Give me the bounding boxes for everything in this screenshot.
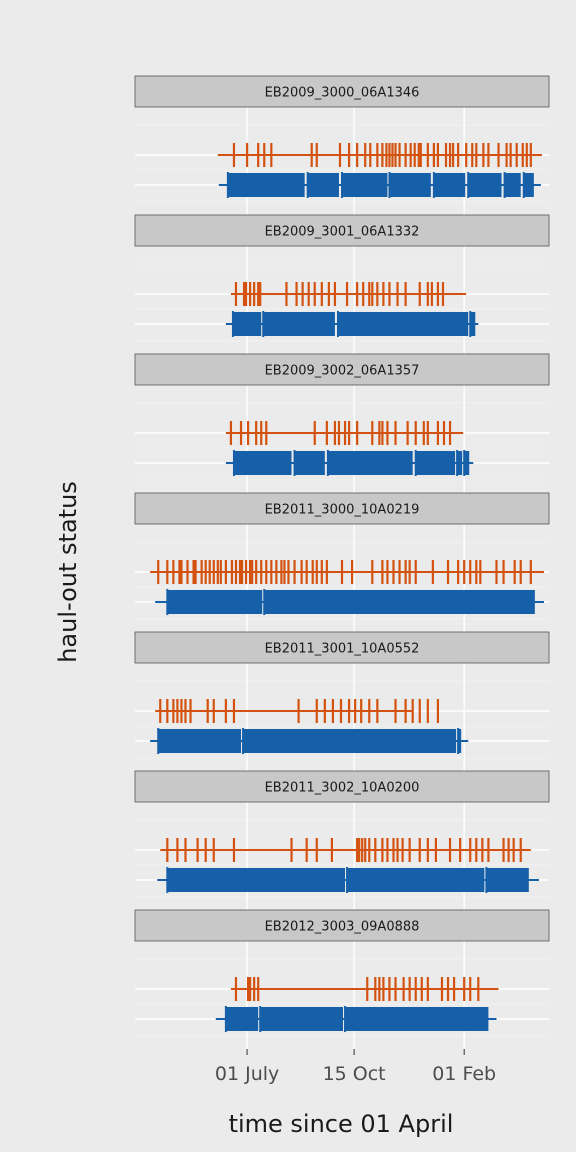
at-sea-bar: [337, 312, 469, 336]
at-sea-bar: [389, 173, 431, 197]
facet-strip: [134, 214, 550, 247]
at-sea-bar: [260, 1007, 344, 1031]
x-tick-label: 15 Oct: [323, 1063, 386, 1085]
at-sea-bar: [523, 173, 534, 197]
at-sea-bar: [433, 173, 466, 197]
at-sea-bar: [243, 729, 457, 753]
at-sea-bar: [233, 451, 292, 475]
data-layer: [150, 143, 544, 1032]
facet-strip-label: EB2009_3000_06A1346: [265, 86, 420, 101]
at-sea-bar: [342, 173, 388, 197]
at-sea-bar: [464, 451, 470, 475]
at-sea-bar: [470, 312, 476, 336]
at-sea-bar: [347, 868, 485, 892]
facet-strip-label: EB2012_3003_09A0888: [265, 920, 420, 935]
at-sea-bar: [167, 868, 346, 892]
facet-strip-label: EB2009_3001_06A1332: [265, 225, 420, 240]
at-sea-bar: [458, 729, 462, 753]
at-sea-bar: [327, 451, 413, 475]
facet-strip: [134, 909, 550, 942]
at-sea-bar: [415, 451, 456, 475]
at-sea-bar: [263, 312, 335, 336]
at-sea-bar: [225, 1007, 259, 1031]
at-sea-bar: [468, 173, 502, 197]
at-sea-bar: [307, 173, 339, 197]
x-axis-title: time since 01 April: [229, 1110, 454, 1138]
x-tick-label: 01 July: [215, 1063, 279, 1085]
y-axis-title: haul-out status: [54, 481, 82, 663]
at-sea-bar: [167, 590, 263, 614]
at-sea-bar: [345, 1007, 489, 1031]
facet-strip: [134, 353, 550, 386]
facet-strip-label: EB2009_3002_06A1357: [265, 364, 420, 379]
x-tick-label: 01 Feb: [432, 1063, 496, 1085]
facet-strip-label: EB2011_3002_10A0200: [265, 781, 420, 796]
at-sea-bar: [227, 173, 305, 197]
at-sea-bar: [486, 868, 529, 892]
at-sea-bar: [504, 173, 521, 197]
facet-strip: [134, 75, 550, 108]
facet-strip-label: EB2011_3001_10A0552: [265, 642, 420, 657]
at-sea-bar: [264, 590, 535, 614]
at-sea-bar: [158, 729, 242, 753]
facet-strip: [134, 631, 550, 664]
at-sea-bar: [294, 451, 325, 475]
at-sea-bar: [232, 312, 262, 336]
x-tick-layer: 01 July 15 Oct 01 Feb: [215, 1049, 496, 1085]
facet-strip: [134, 770, 550, 803]
facet-strip-label: EB2011_3000_10A0219: [265, 503, 420, 518]
facet-strip: [134, 492, 550, 525]
strip-layer: EB2009_3000_06A1346 EB2009_3001_06A1332 EB…: [134, 75, 550, 942]
at-sea-bar: [457, 451, 463, 475]
